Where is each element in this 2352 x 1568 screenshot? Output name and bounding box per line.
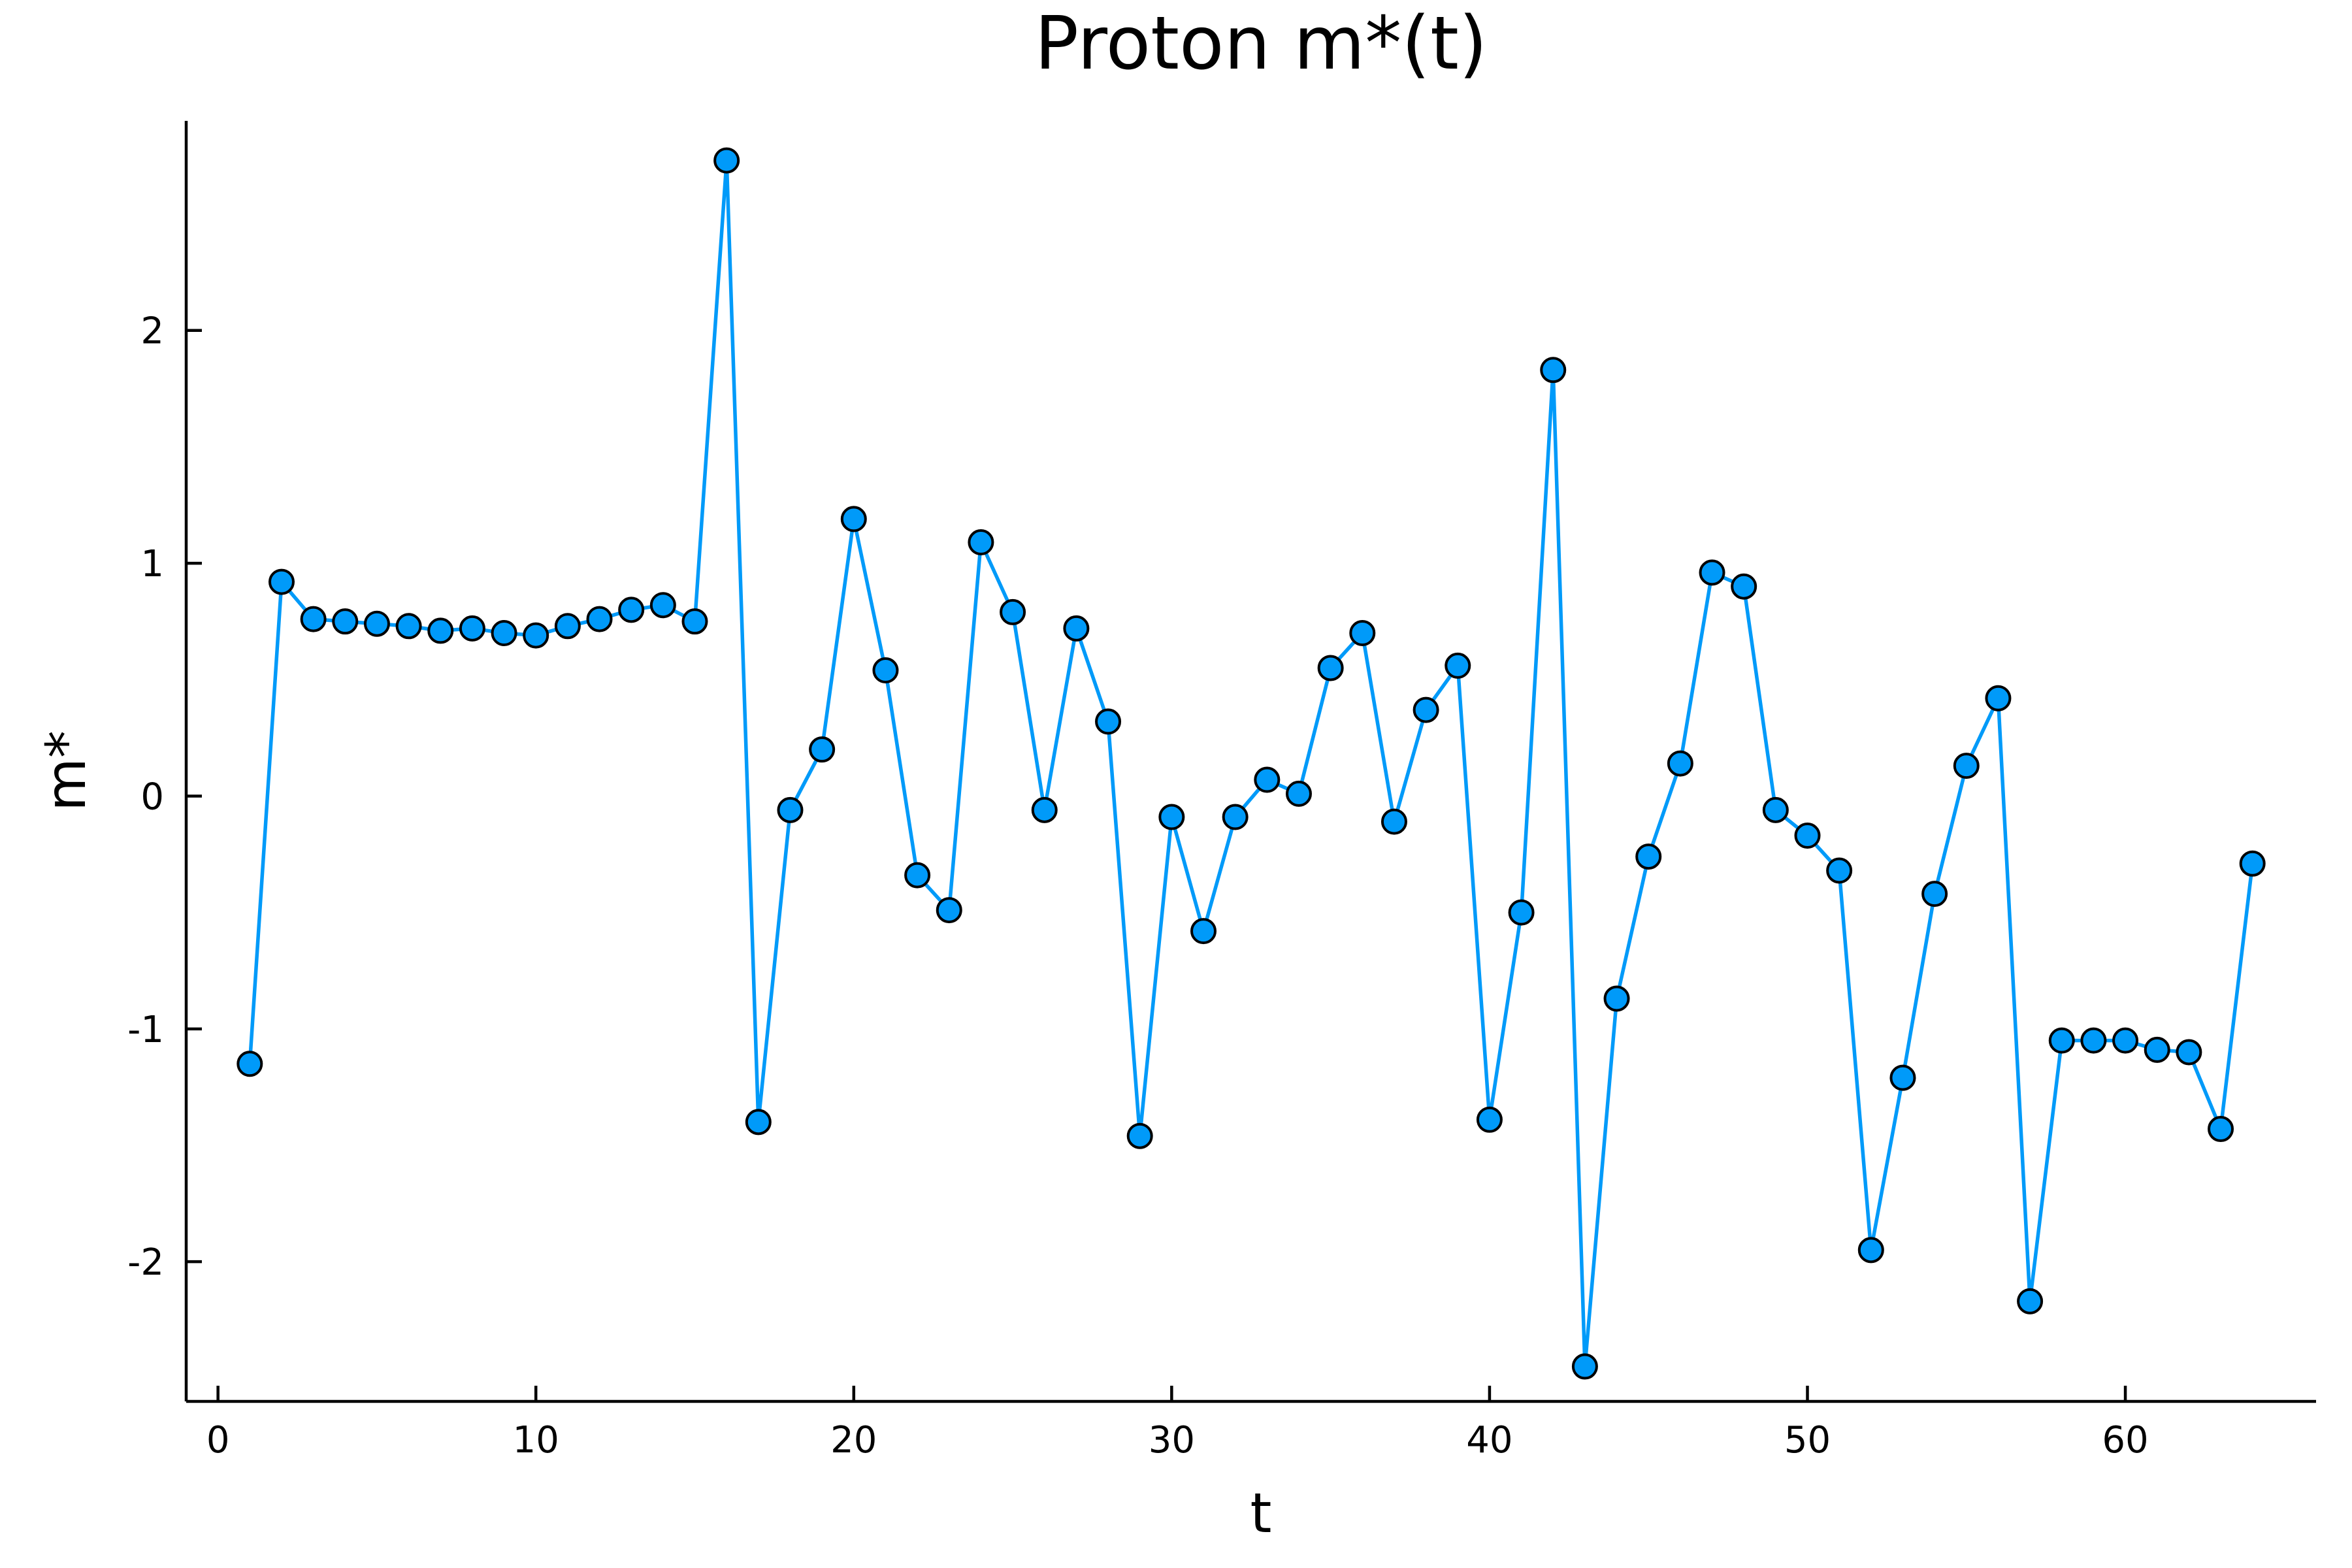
data-point [459,615,485,642]
y-tick-label: -1 [127,1009,164,1051]
data-point [1794,823,1821,849]
plot-area: 0 10 20 30 40 50 60 -2 -1 0 1 2 [127,121,2316,1462]
data-point [968,529,994,556]
data-point [649,592,676,619]
x-tick-label: 20 [830,1419,877,1462]
x-tick-label: 60 [2102,1419,2148,1462]
data-point [300,606,327,632]
data-point [2048,1027,2075,1054]
data-point [936,897,962,924]
data-point [2112,1027,2139,1054]
data-point [332,608,359,635]
data-point [2080,1027,2107,1054]
data-point [268,568,295,595]
data-point [904,862,931,889]
data-point [1000,598,1026,625]
x-tick-label: 0 [206,1419,230,1462]
data-point [1921,881,1948,907]
y-tick-label: 0 [140,776,164,818]
y-tick-label: 2 [140,310,164,353]
data-point [1380,808,1407,835]
data-point [427,617,454,644]
data-point [1603,985,1630,1012]
data-point [1953,753,1980,779]
data-point [1285,780,1312,807]
data-point [1985,685,2012,711]
data-point [809,736,836,763]
y-axis-label: m* [34,730,98,811]
data-point [1699,559,1725,586]
data-point [1222,804,1249,830]
data-point [1635,843,1662,870]
data-point [1826,857,1853,884]
data-point [713,147,740,174]
data-point [2239,850,2266,877]
y-tick-label: -2 [127,1241,164,1284]
x-tick-label: 40 [1466,1419,1512,1462]
data-point [872,657,899,684]
data-point [745,1109,772,1135]
data-point [1413,696,1439,723]
data-point [1349,620,1376,646]
data-point [1031,796,1058,823]
data-point [523,622,549,649]
x-tick-label: 50 [1784,1419,1831,1462]
chart-title: Proton m*(t) [1034,1,1487,86]
data-point [2208,1116,2234,1143]
data-point [554,613,581,640]
data-point [1731,573,1757,600]
data-point [2017,1288,2044,1315]
data-point [777,796,804,823]
data-point [395,613,422,640]
data-point [1667,750,1693,777]
x-axis-label: t [1250,1481,1272,1545]
data-point [586,606,613,632]
data-point [2176,1039,2202,1066]
data-point [1857,1237,1884,1264]
data-point [1095,708,1122,735]
data-point [1190,918,1217,945]
data-point [1508,899,1535,926]
data-point [1063,615,1090,642]
data-point [1317,655,1344,681]
y-tick-label: 1 [140,543,164,585]
data-point [363,610,390,637]
data-point [2144,1036,2170,1063]
data-point [1476,1106,1503,1133]
series-line [248,158,2255,1369]
data-point [1540,357,1567,384]
data-point [840,506,867,532]
data-point [1158,804,1185,830]
data-point [491,620,517,646]
data-point [618,596,645,623]
data-point [237,1051,263,1077]
data-point [1126,1122,1153,1149]
data-point [1762,796,1789,823]
x-tick-label: 30 [1149,1419,1195,1462]
x-tick-label: 10 [513,1419,559,1462]
data-point [1445,652,1471,679]
data-point [1254,766,1281,793]
data-point [1889,1064,1916,1091]
data-point [681,608,708,635]
data-point [1571,1353,1598,1380]
